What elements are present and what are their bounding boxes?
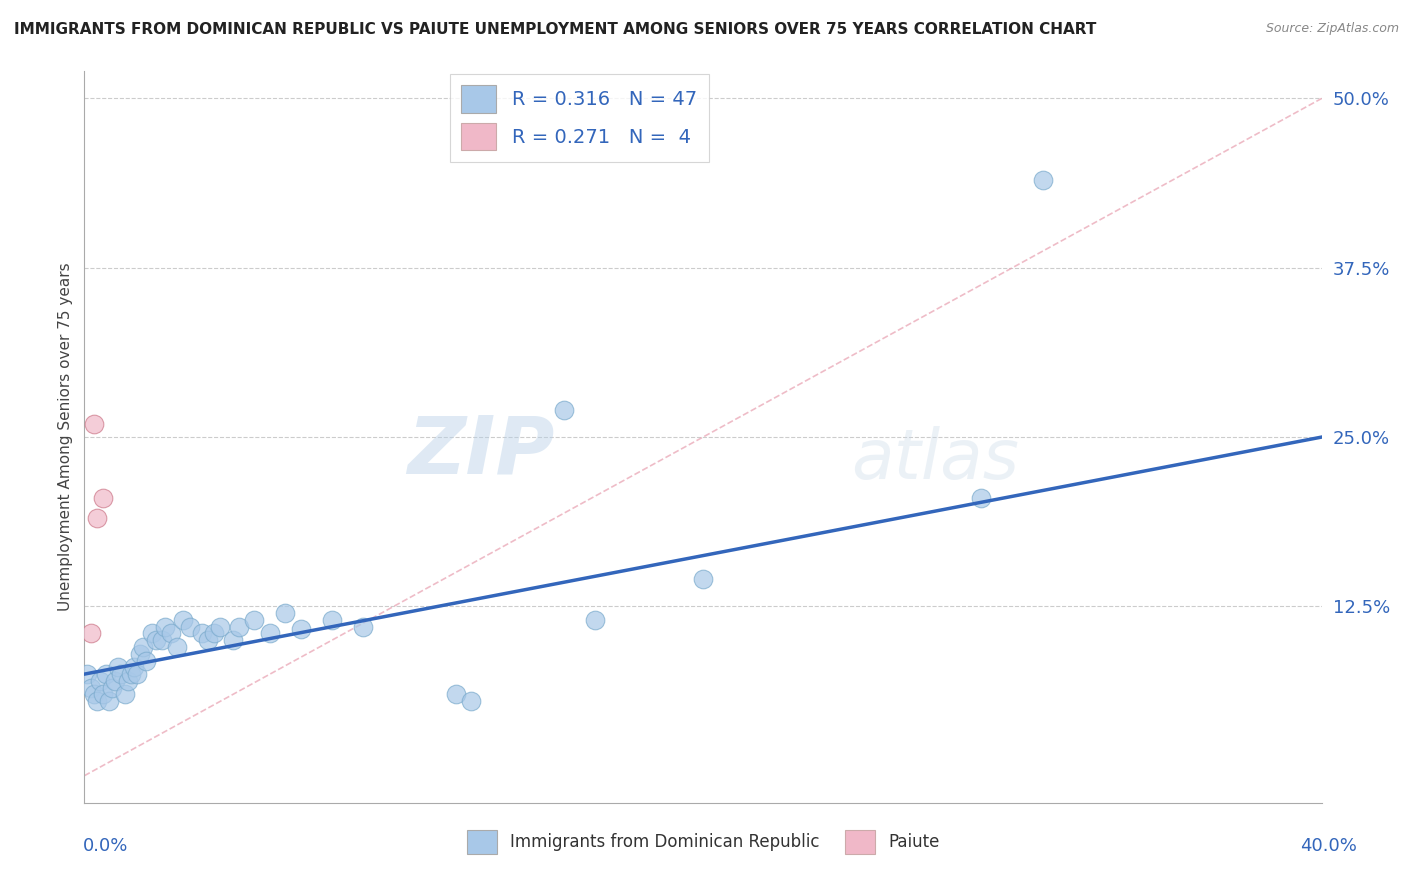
- Point: [86, 511, 108, 525]
- Point: [150, 633, 173, 648]
- Point: [94, 667, 117, 681]
- Point: [692, 572, 714, 586]
- Point: [98, 694, 121, 708]
- Text: Source: ZipAtlas.com: Source: ZipAtlas.com: [1265, 22, 1399, 36]
- Point: [79, 626, 101, 640]
- Point: [1032, 172, 1054, 186]
- Legend: Immigrants from Dominican Republic, Paiute: Immigrants from Dominican Republic, Paiu…: [460, 823, 946, 860]
- Point: [209, 620, 232, 634]
- Point: [460, 694, 482, 708]
- Point: [129, 647, 152, 661]
- Text: atlas: atlas: [852, 425, 1019, 492]
- Point: [970, 491, 993, 505]
- Point: [135, 654, 157, 668]
- Point: [191, 626, 214, 640]
- Point: [79, 681, 101, 695]
- Point: [259, 626, 281, 640]
- Point: [76, 667, 98, 681]
- Y-axis label: Unemployment Among Seniors over 75 years: Unemployment Among Seniors over 75 years: [58, 263, 73, 611]
- Point: [243, 613, 266, 627]
- Point: [583, 613, 606, 627]
- Point: [101, 681, 124, 695]
- Point: [104, 673, 127, 688]
- Point: [89, 673, 111, 688]
- Point: [290, 623, 312, 637]
- Point: [110, 667, 132, 681]
- Point: [274, 606, 297, 620]
- Point: [160, 626, 183, 640]
- Text: IMMIGRANTS FROM DOMINICAN REPUBLIC VS PAIUTE UNEMPLOYMENT AMONG SENIORS OVER 75 : IMMIGRANTS FROM DOMINICAN REPUBLIC VS PA…: [14, 22, 1097, 37]
- Point: [352, 620, 374, 634]
- Point: [202, 626, 225, 640]
- Point: [153, 620, 176, 634]
- Point: [132, 640, 155, 654]
- Point: [166, 640, 188, 654]
- Point: [141, 626, 163, 640]
- Point: [321, 613, 343, 627]
- Point: [91, 688, 114, 702]
- Point: [145, 633, 167, 648]
- Point: [83, 688, 105, 702]
- Point: [114, 688, 136, 702]
- Point: [125, 667, 148, 681]
- Point: [228, 620, 250, 634]
- Point: [122, 660, 145, 674]
- Point: [117, 673, 139, 688]
- Point: [172, 613, 194, 627]
- Text: ZIP: ZIP: [408, 413, 554, 491]
- Point: [86, 694, 108, 708]
- Point: [83, 417, 105, 431]
- Point: [179, 620, 201, 634]
- Text: 40.0%: 40.0%: [1301, 837, 1357, 855]
- Point: [444, 688, 467, 702]
- Text: 0.0%: 0.0%: [83, 837, 128, 855]
- Point: [553, 403, 575, 417]
- Point: [222, 633, 245, 648]
- Point: [120, 667, 142, 681]
- Point: [107, 660, 129, 674]
- Point: [197, 633, 219, 648]
- Point: [91, 491, 114, 505]
